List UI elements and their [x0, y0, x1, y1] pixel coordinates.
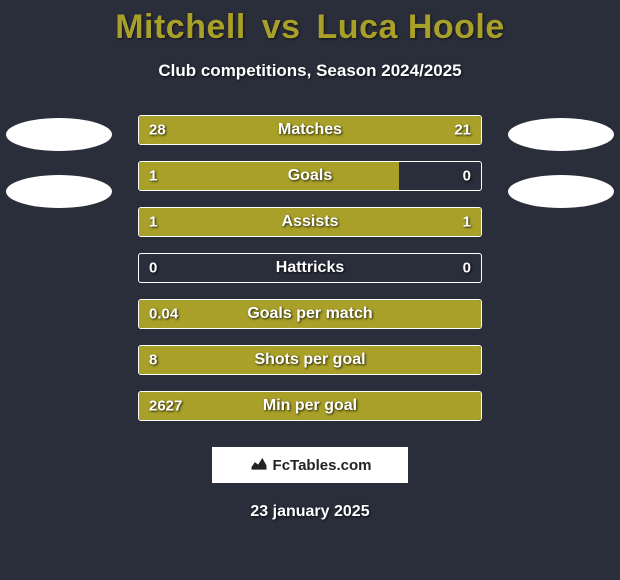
bar-value-right: 0 — [463, 168, 471, 185]
bar-value-right: 0 — [463, 260, 471, 277]
bar-value-left: 28 — [149, 122, 166, 139]
player1-name: Mitchell — [115, 8, 246, 46]
chart-icon — [249, 453, 269, 477]
stat-bar: 2627 Min per goal — [138, 391, 482, 421]
stat-bar: 1 Goals 0 — [138, 161, 482, 191]
bar-label: Goals per match — [247, 305, 372, 323]
bar-value-left: 8 — [149, 352, 157, 369]
bar-label: Shots per goal — [254, 351, 365, 369]
subtitle: Club competitions, Season 2024/2025 — [0, 61, 620, 81]
avatar-placeholder — [6, 175, 112, 208]
bar-value-left: 0.04 — [149, 306, 178, 323]
player2-name: Luca Hoole — [317, 8, 505, 46]
bar-value-left: 1 — [149, 168, 157, 185]
avatar-placeholder — [508, 118, 614, 151]
watermark-text: FcTables.com — [273, 457, 372, 474]
player2-avatar — [506, 118, 616, 208]
stat-bar: 1 Assists 1 — [138, 207, 482, 237]
avatar-placeholder — [508, 175, 614, 208]
bar-value-right: 21 — [454, 122, 471, 139]
stat-bar: 28 Matches 21 — [138, 115, 482, 145]
avatar-placeholder — [6, 118, 112, 151]
vs-label: vs — [262, 8, 301, 46]
comparison-card: Mitchell vs Luca Hoole Club competitions… — [0, 0, 620, 580]
page-title: Mitchell vs Luca Hoole — [0, 8, 620, 47]
bar-value-left: 1 — [149, 214, 157, 231]
bar-value-left: 0 — [149, 260, 157, 277]
stat-bar: 8 Shots per goal — [138, 345, 482, 375]
bar-label: Hattricks — [276, 259, 344, 277]
bar-label: Min per goal — [263, 397, 357, 415]
watermark: FcTables.com — [212, 447, 408, 483]
date-label: 23 january 2025 — [0, 503, 620, 521]
bar-value-right: 1 — [463, 214, 471, 231]
bar-label: Goals — [288, 167, 332, 185]
bar-fill-left — [139, 162, 399, 190]
stat-bars: 28 Matches 21 1 Goals 0 1 Assists 1 0 Hattricks 0 0.… — [138, 115, 482, 421]
stat-bar: 0.04 Goals per match — [138, 299, 482, 329]
bar-label: Assists — [282, 213, 339, 231]
player1-avatar — [4, 118, 114, 208]
bar-label: Matches — [278, 121, 342, 139]
stat-bar: 0 Hattricks 0 — [138, 253, 482, 283]
bar-value-left: 2627 — [149, 398, 182, 415]
